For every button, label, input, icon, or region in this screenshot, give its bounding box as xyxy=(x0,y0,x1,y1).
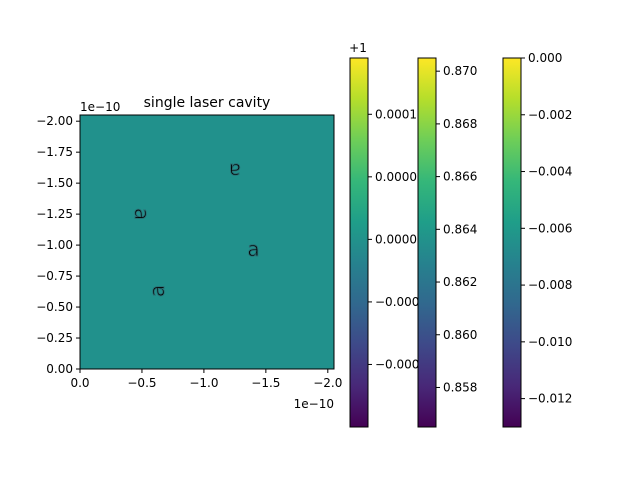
colorbars: −0.00010−0.000050.000000.000050.00010+10… xyxy=(349,41,572,428)
y-tick-label: −1.75 xyxy=(36,145,73,159)
colorbar-tick-label: 0.000 xyxy=(528,51,562,65)
y-tick-label: −0.75 xyxy=(36,269,73,283)
colorbar-tick-label: 0.866 xyxy=(443,170,477,184)
heatmap-plot: a a a a single laser cavity 0.0 −0.5 −1.0 −1.5 −2… xyxy=(36,95,342,411)
colorbar-tick-label: 0.864 xyxy=(443,222,477,236)
colorbar-gradient xyxy=(503,58,521,427)
y-tick-label: −2.00 xyxy=(36,114,73,128)
colorbar-frame xyxy=(502,57,522,428)
colorbar-tick-label: 0.860 xyxy=(443,328,477,342)
colorbar-tick-label: 0.00010 xyxy=(375,107,425,121)
colorbar-tick-label: −0.006 xyxy=(528,221,572,235)
colorbar-gradient xyxy=(418,58,436,427)
colorbar-tick-label: −0.002 xyxy=(528,108,572,122)
colorbar-tick-label: −0.010 xyxy=(528,335,572,349)
annotation-glyph: a xyxy=(130,208,154,220)
y-tick-label: 0.00 xyxy=(46,362,73,376)
x-tick-label: −0.5 xyxy=(127,376,156,390)
x-tick-label: −1.5 xyxy=(251,376,280,390)
x-tick-label: −1.0 xyxy=(189,376,218,390)
annotation-glyph: a xyxy=(145,285,169,297)
x-tick-label: 0.0 xyxy=(70,376,89,390)
x-tick-label: −2.0 xyxy=(313,376,342,390)
colorbar-tick-label: 0.00005 xyxy=(375,170,425,184)
colorbar-tick-label: 0.862 xyxy=(443,275,477,289)
colorbar-tick-label: 0.00000 xyxy=(375,232,425,246)
y-tick-label: −1.25 xyxy=(36,207,73,221)
colorbar-tick-label: 0.870 xyxy=(443,64,477,78)
colorbar-tick-label: 0.858 xyxy=(443,380,477,394)
colorbar-tick-label: −0.004 xyxy=(528,165,572,179)
colorbar-3: −0.012 −0.010 −0.008 −0.006 −0.004 −0.002 0.00… xyxy=(502,51,572,428)
colorbar-2: 0.858 0.860 0.862 0.864 0.866 0.868 0.870 xyxy=(417,57,477,428)
annotation-glyph: a xyxy=(229,159,241,183)
colorbar-tick-label: 0.868 xyxy=(443,117,477,131)
y-tick-label: −0.50 xyxy=(36,300,73,314)
plot-frame xyxy=(79,114,335,370)
y-tick-label: −1.00 xyxy=(36,238,73,252)
y-offset-label: 1e−10 xyxy=(80,100,120,114)
colorbar-tick-label: −0.012 xyxy=(528,392,572,406)
annotation-glyph: a xyxy=(247,237,259,261)
colorbar-gradient xyxy=(350,58,368,427)
colorbar-frame xyxy=(349,57,369,428)
y-tick-label: −0.25 xyxy=(36,331,73,345)
chart-title: single laser cavity xyxy=(144,95,271,111)
colorbar-frame xyxy=(417,57,437,428)
colorbar-offset-label: +1 xyxy=(349,41,367,55)
x-offset-label: 1e−10 xyxy=(294,397,334,411)
y-tick-label: −1.50 xyxy=(36,176,73,190)
colorbar-tick-label: −0.008 xyxy=(528,278,572,292)
heatmap-field xyxy=(80,115,334,369)
